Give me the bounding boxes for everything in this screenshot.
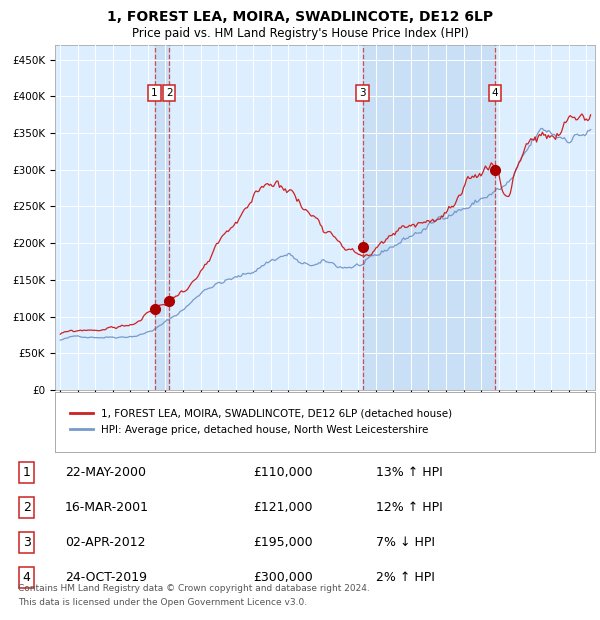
Text: Price paid vs. HM Land Registry's House Price Index (HPI): Price paid vs. HM Land Registry's House …: [131, 27, 469, 40]
Text: 12% ↑ HPI: 12% ↑ HPI: [376, 501, 443, 514]
Text: 22-MAY-2000: 22-MAY-2000: [65, 466, 146, 479]
Bar: [362, 45, 495, 390]
Text: 7% ↓ HPI: 7% ↓ HPI: [376, 536, 436, 549]
Text: £121,000: £121,000: [253, 501, 313, 514]
Text: £300,000: £300,000: [253, 571, 313, 584]
Text: 2: 2: [23, 501, 31, 514]
Text: 4: 4: [23, 571, 31, 584]
Text: 1: 1: [23, 466, 31, 479]
Text: £110,000: £110,000: [253, 466, 313, 479]
Text: 3: 3: [359, 87, 366, 98]
Text: Contains HM Land Registry data © Crown copyright and database right 2024.: Contains HM Land Registry data © Crown c…: [18, 584, 370, 593]
Text: 02-APR-2012: 02-APR-2012: [65, 536, 145, 549]
Text: 2% ↑ HPI: 2% ↑ HPI: [376, 571, 436, 584]
Text: 2: 2: [166, 87, 172, 98]
Text: 13% ↑ HPI: 13% ↑ HPI: [376, 466, 443, 479]
Text: 24-OCT-2019: 24-OCT-2019: [65, 571, 147, 584]
Text: 4: 4: [492, 87, 499, 98]
Text: 3: 3: [23, 536, 31, 549]
Text: This data is licensed under the Open Government Licence v3.0.: This data is licensed under the Open Gov…: [18, 598, 307, 607]
Text: 1, FOREST LEA, MOIRA, SWADLINCOTE, DE12 6LP: 1, FOREST LEA, MOIRA, SWADLINCOTE, DE12 …: [107, 10, 493, 24]
Legend: 1, FOREST LEA, MOIRA, SWADLINCOTE, DE12 6LP (detached house), HPI: Average price: 1, FOREST LEA, MOIRA, SWADLINCOTE, DE12 …: [65, 405, 457, 440]
Text: £195,000: £195,000: [253, 536, 313, 549]
Text: 1: 1: [151, 87, 158, 98]
Text: 16-MAR-2001: 16-MAR-2001: [65, 501, 149, 514]
Bar: [155, 45, 169, 390]
